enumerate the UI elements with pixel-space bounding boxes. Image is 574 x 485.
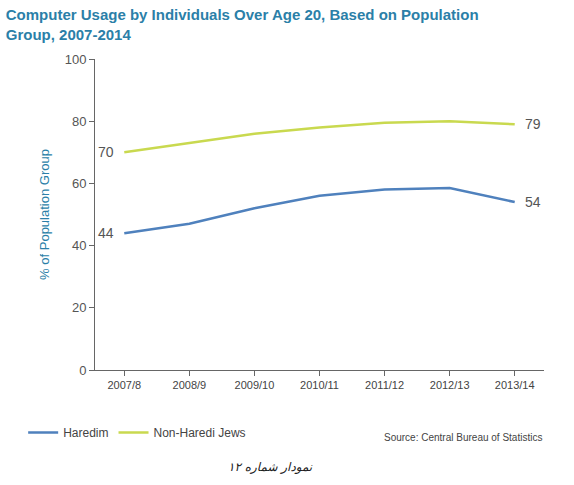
svg-text:Non-Haredi Jews: Non-Haredi Jews: [154, 426, 246, 440]
svg-text:0: 0: [79, 363, 86, 378]
svg-text:70: 70: [98, 144, 114, 160]
svg-text:20: 20: [72, 300, 86, 315]
svg-text:% of Population Group: % of Population Group: [37, 149, 52, 280]
svg-text:2010/11: 2010/11: [300, 379, 339, 391]
svg-text:نمودار شماره ۱۲: نمودار شماره ۱۲: [228, 460, 313, 474]
svg-text:2008/9: 2008/9: [173, 379, 207, 391]
svg-text:44: 44: [98, 225, 114, 241]
svg-text:2011/12: 2011/12: [365, 379, 404, 391]
svg-text:Computer Usage by Individuals: Computer Usage by Individuals Over Age 2…: [6, 6, 479, 43]
svg-text:40: 40: [72, 238, 86, 253]
svg-text:2013/14: 2013/14: [495, 379, 535, 391]
svg-text:79: 79: [525, 116, 541, 132]
svg-text:80: 80: [72, 114, 86, 129]
svg-text:2012/13: 2012/13: [430, 379, 470, 391]
svg-text:100: 100: [65, 52, 87, 67]
svg-text:2007/8: 2007/8: [107, 379, 141, 391]
svg-text:Haredim: Haredim: [63, 426, 108, 440]
svg-text:60: 60: [72, 176, 86, 191]
svg-text:Source: Central Bureau of Stat: Source: Central Bureau of Statistics: [384, 432, 542, 443]
svg-text:54: 54: [525, 194, 541, 210]
svg-text:2009/10: 2009/10: [235, 379, 275, 391]
